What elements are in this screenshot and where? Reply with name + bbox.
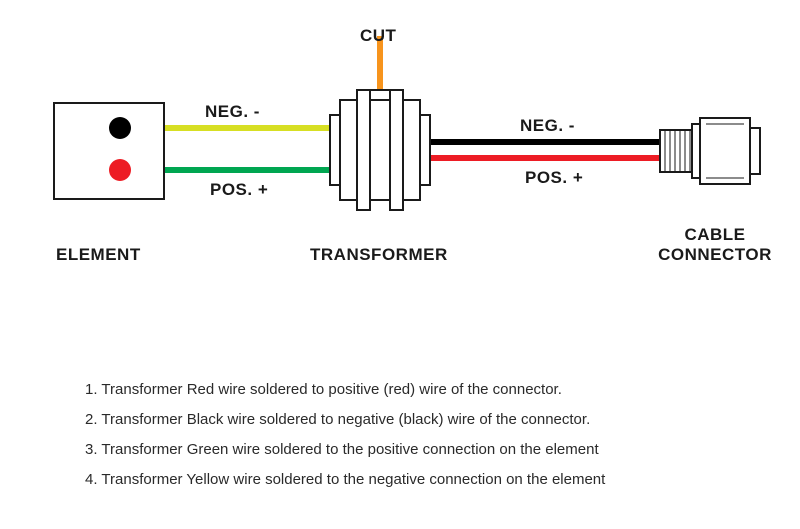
label-neg-right: NEG. - [520,116,575,136]
label-pos-right: POS. + [525,168,583,188]
label-cut: CUT [360,26,396,46]
label-connector-l1: CABLE [684,225,745,244]
note-2: 2. Transformer Black wire soldered to ne… [85,405,605,435]
label-connector: CABLE CONNECTOR [650,225,780,265]
label-element: ELEMENT [56,245,141,265]
wiring-diagram: CUT NEG. - POS. + NEG. - POS. + ELEMENT … [0,0,800,529]
diagram-svg [0,0,800,340]
label-pos-left: POS. + [210,180,268,200]
note-3: 3. Transformer Green wire soldered to th… [85,435,605,465]
label-neg-left: NEG. - [205,102,260,122]
note-4: 4. Transformer Yellow wire soldered to t… [85,465,605,495]
note-1: 1. Transformer Red wire soldered to posi… [85,375,605,405]
notes-list: 1. Transformer Red wire soldered to posi… [85,375,605,495]
label-connector-l2: CONNECTOR [658,245,772,264]
label-transformer: TRANSFORMER [310,245,448,265]
